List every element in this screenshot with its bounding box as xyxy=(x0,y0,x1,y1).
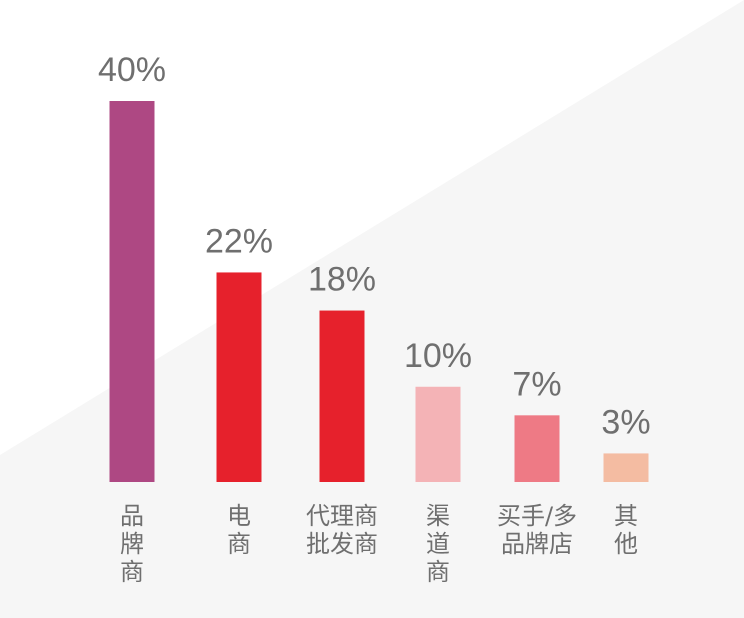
value-label-2: 22% xyxy=(205,222,273,260)
category-label-1-line-3: 商 xyxy=(120,558,144,586)
value-label-4: 10% xyxy=(404,337,472,375)
category-label-3-line-1: 代理商 xyxy=(306,502,378,530)
category-label-5-line-1: 买手/多 xyxy=(497,502,577,530)
bar-6 xyxy=(603,453,649,482)
value-label-1: 40% xyxy=(98,51,166,89)
category-label-6-line-1: 其 xyxy=(614,502,638,530)
category-label-4-line-3: 商 xyxy=(426,558,450,586)
category-label-3-line-2: 批发商 xyxy=(306,530,378,558)
category-label-5-line-2: 品牌店 xyxy=(501,530,573,558)
bar-1 xyxy=(109,101,155,482)
category-label-6-line-2: 他 xyxy=(614,530,638,558)
value-labels-group: 40% 22% 18% 10% 7% 3% xyxy=(98,51,651,441)
value-label-3: 18% xyxy=(308,261,376,299)
category-label-2-line-2: 商 xyxy=(227,530,251,558)
bar-3 xyxy=(319,310,365,482)
category-label-2-line-1: 电 xyxy=(227,502,251,530)
category-label-1-line-2: 牌 xyxy=(120,530,144,558)
bars-group xyxy=(109,101,649,482)
category-label-4-line-1: 渠 xyxy=(426,502,450,530)
category-label-4-line-2: 道 xyxy=(426,530,450,558)
value-label-5: 7% xyxy=(512,365,561,403)
bar-5 xyxy=(514,415,560,482)
bar-4 xyxy=(415,386,461,482)
category-label-1-line-1: 品 xyxy=(120,502,144,530)
bar-2 xyxy=(216,272,262,482)
value-label-6: 3% xyxy=(601,403,650,441)
